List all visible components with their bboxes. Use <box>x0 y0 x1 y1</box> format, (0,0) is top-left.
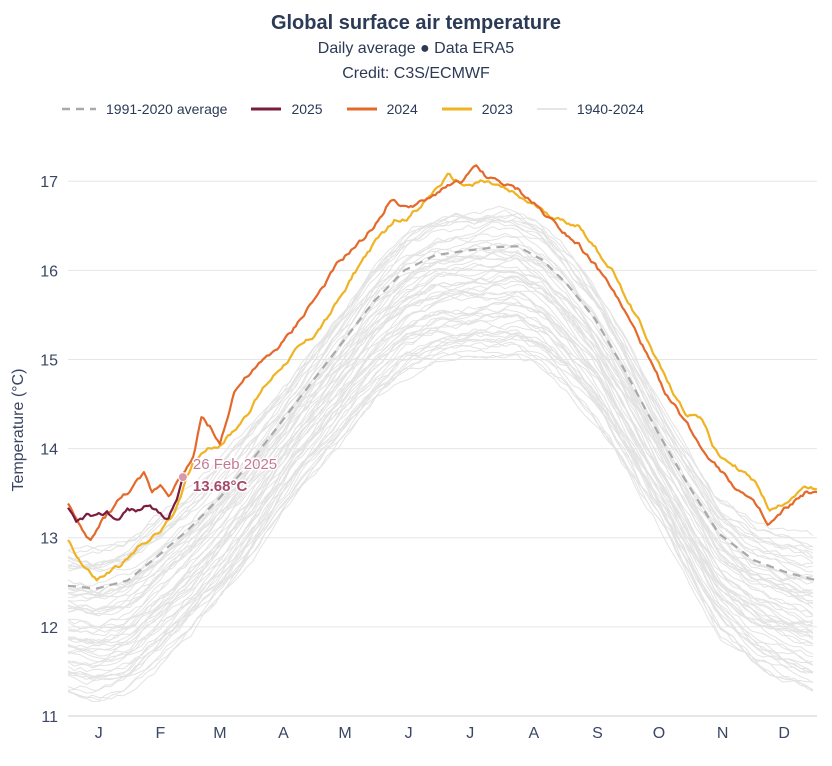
historic-line <box>67 235 813 587</box>
legend-label-2025: 2025 <box>291 101 323 117</box>
legend: 1991-2020 average 2025 2024 2023 1940-20… <box>60 101 666 117</box>
y-tick-labels: 11 12 13 14 15 16 17 <box>40 174 58 726</box>
legend-label-historic: 1940-2024 <box>576 101 644 117</box>
x-tick-label: J <box>95 725 103 742</box>
annotation: 26 Feb 2025 13.68°C <box>177 455 279 497</box>
x-tick-label: F <box>155 725 165 742</box>
historic-line <box>67 209 814 569</box>
series-lines <box>67 164 818 590</box>
series-line-2025 <box>67 476 184 523</box>
y-tick-label: 11 <box>41 709 58 726</box>
chart-subtitle: Daily average ● Data ERA5 <box>317 40 515 57</box>
historic-line <box>67 248 813 595</box>
historic-line <box>67 312 814 661</box>
x-tick-label: S <box>592 725 603 742</box>
historic-line <box>67 276 814 637</box>
legend-label-2024: 2024 <box>386 101 418 117</box>
historic-line <box>67 290 813 644</box>
x-tick-label: J <box>466 725 474 742</box>
legend-item-historic[interactable]: 1940-2024 <box>535 101 644 117</box>
series-line-1991-2020-average <box>67 245 818 590</box>
historic-line <box>67 241 813 597</box>
legend-swatch-2023 <box>441 107 472 111</box>
historic-line <box>67 226 813 573</box>
historic-line <box>67 232 814 573</box>
x-tick-label: N <box>717 725 729 742</box>
historic-line <box>67 349 813 703</box>
series-line-2024 <box>67 164 818 541</box>
historic-line <box>67 320 813 666</box>
x-tick-label: A <box>278 725 289 742</box>
legend-item-2025[interactable]: 2025 <box>249 101 323 117</box>
legend-swatch-average <box>62 107 96 111</box>
historic-line <box>67 216 814 567</box>
x-tick-label: M <box>213 725 226 742</box>
y-tick-label: 17 <box>40 174 58 191</box>
historic-line <box>67 291 813 644</box>
historic-line <box>67 350 814 701</box>
historic-line <box>67 301 813 643</box>
historic-line <box>67 247 814 596</box>
y-axis-label: Temperature (°C) <box>10 369 27 492</box>
legend-label-average: 1991-2020 average <box>106 101 228 117</box>
legend-label-2023: 2023 <box>481 101 513 117</box>
historic-line <box>67 284 814 633</box>
legend-swatch-2025 <box>251 107 282 111</box>
y-tick-label: 13 <box>40 531 58 548</box>
series-line-2023 <box>67 172 818 582</box>
historic-line <box>67 313 814 654</box>
y-tick-label: 15 <box>40 352 58 369</box>
historic-line <box>67 221 813 570</box>
y-tick-label: 12 <box>40 620 58 637</box>
chart-title: Global surface air temperature <box>270 12 562 34</box>
chart-credit: Credit: C3S/ECMWF <box>342 65 490 82</box>
historic-line <box>67 218 814 568</box>
historic-line <box>67 353 814 694</box>
annotation-date: 26 Feb 2025 <box>193 456 277 473</box>
historic-line <box>67 314 814 669</box>
annotation-marker <box>177 472 188 483</box>
historic-line <box>67 280 814 630</box>
historic-line <box>67 331 814 681</box>
x-tick-label: O <box>653 725 665 742</box>
x-tick-label: J <box>405 725 413 742</box>
y-tick-label: 14 <box>40 442 58 459</box>
x-tick-label: A <box>528 725 539 742</box>
x-tick-label: D <box>778 725 790 742</box>
historic-line <box>67 276 814 629</box>
historic-line <box>67 205 813 555</box>
x-tick-label: M <box>338 725 351 742</box>
y-tick-label: 16 <box>40 263 58 280</box>
historic-line <box>67 335 814 686</box>
historic-line <box>67 308 814 649</box>
annotation-value: 13.68°C <box>193 478 248 495</box>
historic-line <box>67 256 813 602</box>
legend-item-average[interactable]: 1991-2020 average <box>60 101 227 117</box>
historic-line <box>67 267 814 613</box>
historic-lines <box>67 205 814 703</box>
historic-line <box>67 214 814 569</box>
legend-item-2023[interactable]: 2023 <box>440 101 513 117</box>
legend-item-2024[interactable]: 2024 <box>345 101 418 117</box>
legend-swatch-2024 <box>346 107 377 111</box>
historic-line <box>67 343 813 691</box>
legend-swatch-historic <box>536 108 567 110</box>
historic-line <box>67 277 814 629</box>
